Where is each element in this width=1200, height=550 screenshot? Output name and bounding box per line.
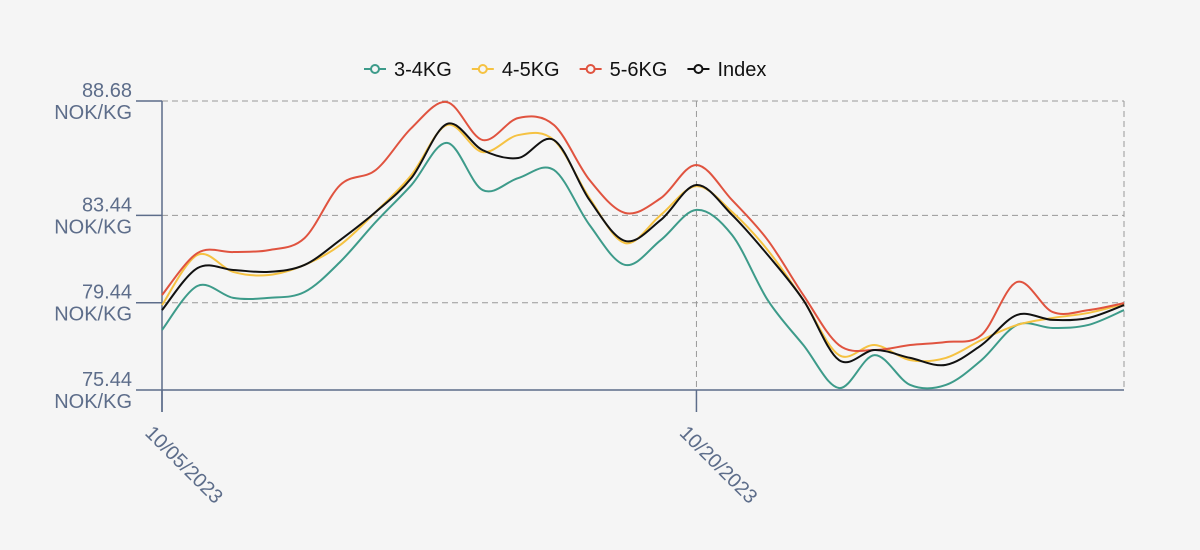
y-tick-label: 88.68 NOK/KG xyxy=(54,80,132,124)
legend-label: 3-4KG xyxy=(394,59,452,81)
legend: 3-4KG 4-5KG 5-6KG Index xyxy=(364,59,766,81)
x-tick-label: 10/05/2023 xyxy=(140,422,226,508)
legend-label: Index xyxy=(717,59,766,81)
series-line xyxy=(161,123,1125,363)
legend-marker xyxy=(693,64,704,74)
x-tick-label: 10/20/2023 xyxy=(675,422,761,508)
legend-marker xyxy=(477,64,488,74)
legend-marker xyxy=(370,64,380,74)
series-line xyxy=(161,141,1125,390)
y-tick-label: 75.44 NOK/KG xyxy=(54,369,132,413)
legend-label: 5-6KG xyxy=(610,59,668,81)
series-line xyxy=(161,122,1125,367)
y-tick-label: 83.44 NOK/KG xyxy=(54,194,132,238)
legend-marker xyxy=(585,64,596,74)
legend-label: 4-5KG xyxy=(502,59,560,81)
y-tick-label: 79.44 NOK/KG xyxy=(54,282,132,326)
series-line xyxy=(161,101,1125,352)
